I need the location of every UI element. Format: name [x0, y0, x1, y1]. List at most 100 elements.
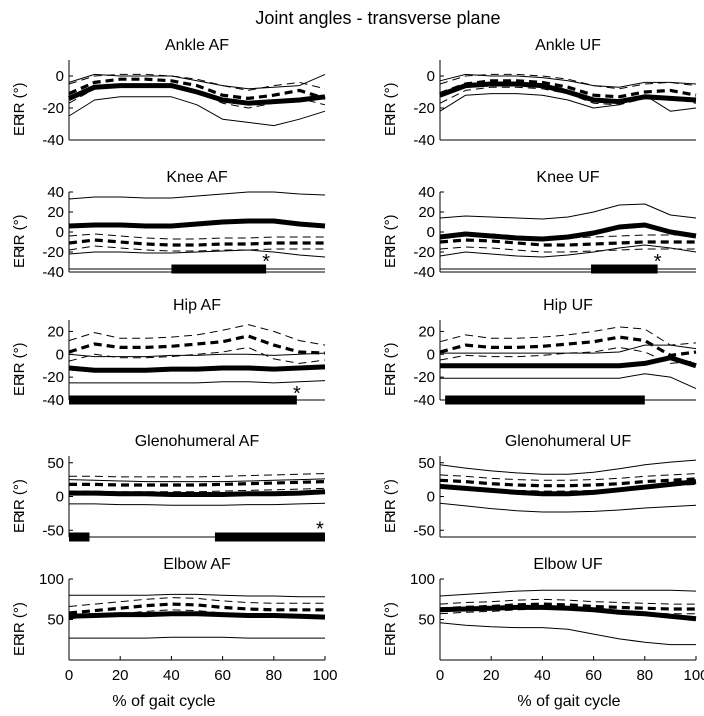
series-band-solid — [68, 478, 326, 483]
panel-title: Glenohumeral AF — [135, 433, 260, 450]
series-band-dashed — [68, 597, 325, 607]
series-mean-solid — [439, 222, 697, 242]
significance-bar — [69, 395, 297, 405]
series-band-solid — [68, 73, 326, 90]
significance-bar — [591, 264, 658, 274]
y-tick-label: 50 — [47, 455, 64, 472]
x-tick-label: 20 — [483, 667, 500, 684]
series-mean-solid — [439, 81, 697, 105]
series-mean-solid — [68, 364, 326, 373]
series-mean-dashed — [68, 602, 325, 615]
series-band-solid — [440, 344, 697, 354]
y-label-ir: IR (°) — [382, 479, 399, 514]
significance-asterisk: * — [262, 251, 270, 273]
y-tick-label: -20 — [413, 244, 435, 261]
series-band-dashed — [68, 346, 326, 364]
y-tick-label: 0 — [56, 346, 64, 363]
y-tick-label: 0 — [427, 224, 435, 241]
y-tick-label: -40 — [42, 132, 64, 149]
series-band-dashed — [439, 473, 697, 481]
y-label-ir: IR (°) — [11, 342, 28, 377]
series-band-solid — [68, 249, 326, 258]
y-tick-label: 50 — [418, 455, 435, 472]
series-band-dashed — [68, 73, 326, 91]
significance-bar — [445, 395, 645, 405]
x-tick-label: 80 — [265, 667, 282, 684]
y-tick-label: 20 — [418, 323, 435, 340]
series-band-dashed — [69, 487, 326, 493]
series-band-dashed — [439, 232, 696, 239]
series-band-dashed — [439, 246, 696, 253]
series-mean-solid — [439, 479, 697, 497]
series-mean-dashed — [68, 334, 326, 355]
panel-title: Hip AF — [173, 297, 221, 314]
y-tick-label: -40 — [413, 132, 435, 149]
x-tick-label: 0 — [65, 667, 73, 684]
y-tick-label: 0 — [427, 68, 435, 85]
series-mean-dashed — [69, 480, 326, 487]
y-label-ir: IR (°) — [11, 479, 28, 514]
y-tick-label: 20 — [47, 323, 64, 340]
series-band-solid — [68, 191, 326, 200]
y-tick-label: -20 — [42, 244, 64, 261]
y-tick-label: -20 — [42, 369, 64, 386]
y-label-ir: IR (°) — [11, 214, 28, 249]
series-band-solid — [69, 502, 326, 506]
panel-title: Ankle UF — [535, 37, 601, 54]
x-tick-label: 20 — [112, 667, 129, 684]
series-band-solid — [439, 622, 696, 646]
significance-asterisk: * — [293, 383, 301, 405]
y-tick-label: -50 — [413, 522, 435, 539]
series-band-solid — [439, 589, 697, 597]
y-tick-label: 20 — [418, 204, 435, 221]
series-band-solid — [69, 636, 325, 639]
series-band-dashed — [439, 608, 696, 615]
series-band-dashed — [439, 346, 697, 364]
figure-title: Joint angles - transverse plane — [255, 8, 500, 28]
y-tick-label: -20 — [413, 100, 435, 117]
y-tick-label: 0 — [427, 489, 435, 506]
series-band-dashed — [439, 483, 697, 492]
y-label-er: ER — [11, 512, 28, 533]
panel-title: Elbow AF — [163, 556, 231, 573]
significance-bar — [171, 264, 267, 274]
x-tick-label: 60 — [214, 667, 231, 684]
series-band-dashed — [439, 86, 697, 106]
series-band-solid — [439, 73, 697, 88]
y-label-ir: IR (°) — [382, 82, 399, 117]
x-tick-label: 40 — [534, 667, 551, 684]
series-band-dashed — [68, 85, 326, 109]
series-band-dashed — [439, 326, 697, 346]
series-mean-solid — [69, 489, 326, 497]
x-tick-label: 60 — [585, 667, 602, 684]
significance-bar — [69, 532, 90, 542]
y-tick-label: 40 — [47, 184, 64, 201]
y-tick-label: 0 — [427, 346, 435, 363]
series-band-dashed — [69, 473, 326, 478]
series-band-solid — [69, 593, 325, 598]
series-mean-solid — [68, 611, 326, 620]
y-tick-label: 0 — [56, 489, 64, 506]
panel-title: Hip UF — [543, 297, 593, 314]
series-band-solid — [440, 373, 697, 390]
y-tick-label: -20 — [42, 100, 64, 117]
y-tick-label: 0 — [56, 68, 64, 85]
series-band-dashed — [68, 233, 325, 240]
x-tick-label: 80 — [636, 667, 653, 684]
y-label-ir: IR (°) — [11, 82, 28, 117]
series-mean-dashed — [439, 477, 697, 488]
panel-title: Glenohumeral UF — [505, 433, 632, 450]
y-tick-label: 20 — [47, 204, 64, 221]
series-mean-solid — [439, 604, 697, 622]
panel-title: Ankle AF — [165, 37, 229, 54]
x-tick-label: 0 — [436, 667, 444, 684]
series-mean-dashed — [439, 335, 697, 357]
